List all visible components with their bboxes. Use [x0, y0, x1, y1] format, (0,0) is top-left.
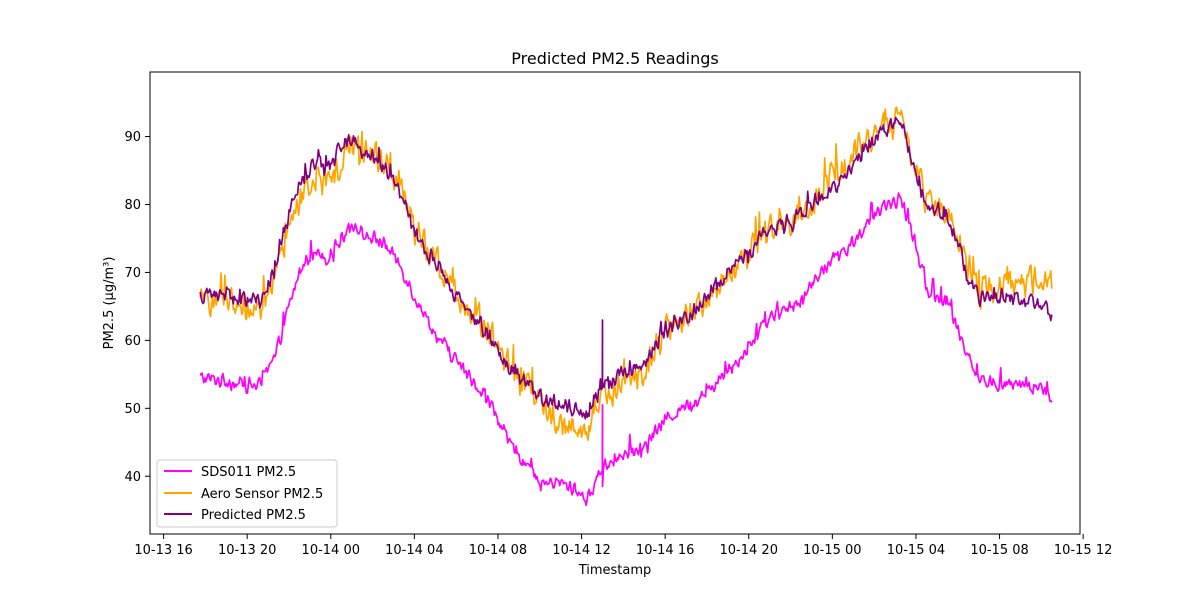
series-layer — [199, 106, 1053, 507]
x-tick-label: 10-14 20 — [720, 543, 778, 558]
x-tick-label: 10-15 08 — [970, 543, 1028, 558]
y-tick-label: 70 — [124, 266, 141, 281]
y-tick-label: 90 — [124, 130, 141, 145]
x-tick-label: 10-14 12 — [552, 543, 610, 558]
y-axis: 40 50 60 70 80 90 — [124, 130, 150, 485]
legend-label-sds011: SDS011 PM2.5 — [201, 465, 296, 480]
x-axis-label: Timestamp — [578, 563, 652, 578]
y-tick-label: 40 — [124, 470, 141, 485]
x-tick-label: 10-14 00 — [302, 543, 360, 558]
x-tick-label: 10-13 16 — [134, 543, 192, 558]
x-tick-label: 10-15 00 — [803, 543, 861, 558]
x-tick-label: 10-13 20 — [218, 543, 276, 558]
sds011-series-line — [199, 192, 1053, 507]
x-axis: 10-13 16 10-13 20 10-14 00 10-14 04 10-14 08… — [134, 534, 1112, 558]
legend-label-aero: Aero Sensor PM2.5 — [201, 487, 323, 502]
x-tick-label: 10-15 04 — [887, 543, 945, 558]
x-tick-label: 10-15 12 — [1054, 543, 1112, 558]
predicted-series-line — [199, 116, 1053, 420]
chart-title: Predicted PM2.5 Readings — [511, 49, 718, 68]
x-tick-label: 10-14 04 — [385, 543, 443, 558]
y-tick-label: 60 — [124, 334, 141, 349]
plot-area-frame — [149, 71, 1081, 535]
legend: SDS011 PM2.5 Aero Sensor PM2.5 Predicted… — [156, 459, 338, 528]
legend-box — [156, 459, 338, 528]
x-tick-label: 10-14 16 — [636, 543, 694, 558]
y-axis-label: PM2.5 (µg/m³) — [102, 257, 117, 350]
y-tick-label: 50 — [124, 402, 141, 417]
y-tick-label: 80 — [124, 198, 141, 213]
x-tick-label: 10-14 08 — [469, 543, 527, 558]
legend-label-predicted: Predicted PM2.5 — [201, 508, 306, 523]
